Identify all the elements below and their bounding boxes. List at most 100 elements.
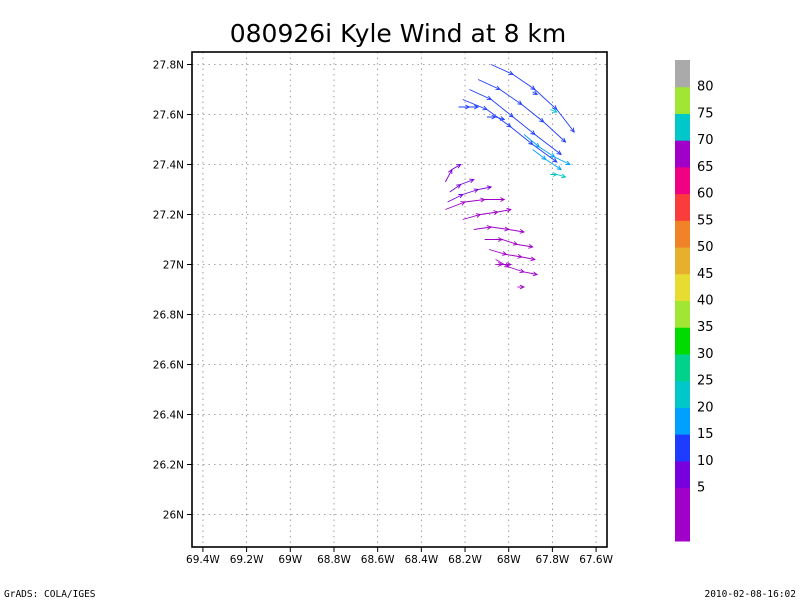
wind-arrowhead: [448, 168, 453, 175]
colorbar-band: [675, 193, 690, 221]
colorbar-label: 70: [697, 133, 714, 148]
y-tick-label: 27.4N: [153, 160, 184, 172]
x-tick-label: 67.6W: [579, 554, 613, 566]
wind-arrowhead: [486, 225, 493, 230]
wind-streamline: [523, 134, 571, 165]
wind-arrowhead: [550, 152, 556, 158]
colorbar-band: [675, 434, 690, 462]
colorbar-label: 10: [697, 454, 714, 469]
colorbar-band: [675, 220, 690, 248]
wind-arrowhead: [561, 173, 567, 179]
colorbar-band: [675, 487, 690, 515]
wind-streamline: [449, 179, 474, 193]
colorbar-label: 20: [697, 400, 714, 415]
wind-arrowhead: [473, 104, 480, 110]
wind-arrowhead: [517, 254, 523, 259]
x-axis-ticks: 69.4W 69.2W 69W 68.8W 68.6W 68.4W 68.2W 68W 67.8…: [186, 547, 614, 566]
wind-arrowhead: [508, 70, 515, 76]
wind-arrowhead: [491, 114, 497, 120]
y-tick-label: 27.2N: [153, 210, 184, 222]
wind-arrowhead: [502, 251, 508, 256]
colorbar-label: 35: [697, 320, 714, 335]
wind-arrowhead: [506, 122, 512, 128]
x-tick-label: 68.8W: [317, 554, 351, 566]
colorbar-label: 55: [697, 213, 714, 228]
wind-streamline: [469, 89, 562, 155]
wind-arrowhead: [561, 137, 567, 143]
wind-arrowhead: [499, 116, 506, 121]
wind-arrowhead: [506, 262, 512, 267]
colorbar-band: [675, 273, 690, 301]
wind-arrowhead: [552, 157, 558, 163]
wind-arrowhead: [473, 188, 480, 193]
wind-arrowhead: [569, 127, 575, 133]
colorbar-label: 40: [697, 294, 714, 309]
wind-streamline: [447, 186, 492, 203]
wind-arrowhead: [519, 229, 526, 234]
colorbar-label: 5: [697, 481, 705, 496]
colorbar-band: [675, 166, 690, 195]
footer-right: 2010-02-08-16:02: [704, 589, 796, 600]
wind-streamline: [462, 209, 511, 220]
wind-arrowhead: [517, 100, 523, 106]
colorbar: 5 10 15 20 25 30 35 40 45 50 55 60 65 70 75 80: [675, 60, 714, 542]
wind-arrowhead: [469, 178, 475, 184]
x-tick-label: 68.6W: [361, 554, 395, 566]
y-tick-label: 27.6N: [153, 110, 184, 122]
colorbar-band: [675, 514, 690, 542]
wind-streamline: [473, 226, 525, 233]
colorbar-band: [675, 86, 690, 114]
wind-arrowhead: [495, 85, 501, 91]
wind-arrowhead: [552, 172, 558, 177]
colorbar-label: 25: [697, 374, 714, 389]
x-tick-label: 68W: [497, 554, 521, 566]
wind-arrowhead: [556, 165, 562, 171]
wind-arrowhead: [480, 197, 486, 203]
wind-arrowhead: [497, 262, 504, 267]
x-tick-label: 68.2W: [448, 554, 482, 566]
wind-arrowhead: [530, 85, 536, 91]
plot-frame: [191, 51, 608, 548]
colorbar-label: 60: [697, 187, 714, 202]
y-tick-label: 26N: [163, 510, 184, 522]
wind-vectors: [445, 64, 575, 290]
y-tick-label: 27.8N: [153, 60, 184, 72]
wind-arrowhead: [500, 197, 506, 202]
wind-arrowhead: [456, 163, 462, 169]
wind-streamline: [445, 199, 505, 210]
colorbar-band: [675, 140, 690, 168]
wind-arrowhead: [458, 194, 464, 199]
wind-streamline: [488, 249, 535, 260]
wind-arrowhead: [528, 244, 534, 249]
y-tick-label: 26.6N: [153, 360, 184, 372]
wind-arrowhead: [528, 140, 534, 146]
wind-arrowhead: [508, 112, 514, 118]
wind-arrowhead: [486, 95, 493, 101]
grid-lines: [192, 52, 607, 547]
colorbar-band: [675, 300, 690, 328]
wind-arrowhead: [534, 142, 541, 148]
wind-streamline: [462, 99, 558, 163]
wind-arrowhead: [519, 284, 526, 290]
colorbar-label: 75: [697, 106, 714, 121]
wind-arrowhead: [456, 183, 462, 189]
colorbar-band: [675, 247, 690, 275]
wind-arrowhead: [565, 160, 571, 165]
wind-arrowhead: [482, 105, 488, 111]
chart-title: 080926i Kyle Wind at 8 km: [230, 19, 567, 48]
colorbar-band: [675, 60, 690, 88]
colorbar-label: 15: [697, 427, 714, 442]
colorbar-band: [675, 380, 690, 408]
wind-arrowhead: [541, 155, 547, 161]
wind-arrowhead: [486, 185, 493, 191]
footer-left: GrADS: COLA/IGES: [4, 589, 96, 600]
colorbar-band: [675, 327, 690, 355]
wind-arrowhead: [519, 268, 525, 274]
wind-arrowhead: [556, 150, 562, 156]
wind-arrowhead: [506, 207, 512, 213]
wind-arrowhead: [504, 226, 510, 232]
wind-streamline: [495, 259, 538, 275]
wind-streamline: [550, 109, 557, 113]
colorbar-label: 65: [697, 160, 714, 175]
y-tick-label: 27N: [163, 260, 184, 272]
